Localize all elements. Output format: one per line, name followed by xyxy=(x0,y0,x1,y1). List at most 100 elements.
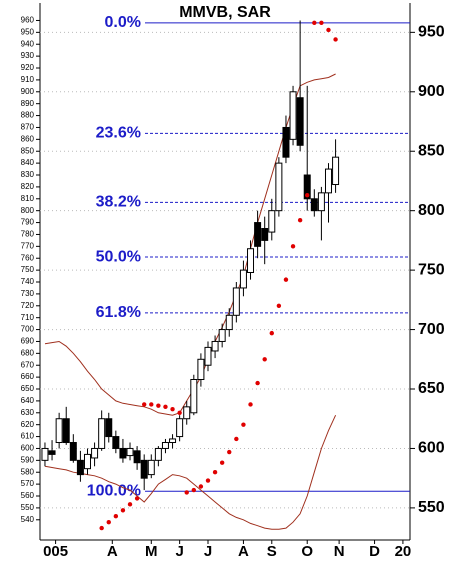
sar-dot xyxy=(149,402,154,407)
sar-dot xyxy=(212,470,218,475)
sar-dot xyxy=(184,490,189,495)
y2-tick-label: 950 xyxy=(418,24,445,41)
sar-dot xyxy=(170,407,175,412)
y-tick-label: 890 xyxy=(21,99,35,108)
candle-body xyxy=(218,329,226,342)
candle-body xyxy=(105,418,113,438)
y-tick-label: 620 xyxy=(21,420,35,429)
y-tick-label: 900 xyxy=(21,87,35,96)
candle-body xyxy=(133,450,141,464)
candle-body xyxy=(275,162,283,212)
sar-dot xyxy=(127,502,133,507)
sar-dot xyxy=(141,402,147,407)
candle-body xyxy=(83,453,91,470)
y2-tick-label: 650 xyxy=(418,380,445,397)
x-tick-label: 005 xyxy=(43,543,68,560)
x-tick-label: N xyxy=(334,543,345,560)
y-tick-label: 790 xyxy=(21,218,35,227)
sar-dot xyxy=(305,193,310,198)
y-tick-label: 630 xyxy=(21,408,35,417)
candle-body xyxy=(268,210,276,233)
y-tick-label: 810 xyxy=(21,194,35,203)
y2-tick-label: 550 xyxy=(418,499,445,516)
y-tick-label: 760 xyxy=(21,253,35,262)
x-tick-label: J xyxy=(175,543,183,560)
fib-label: 0.0% xyxy=(105,14,141,31)
fib-label: 50.0% xyxy=(96,248,141,265)
sar-dot xyxy=(312,20,317,26)
candle-body xyxy=(232,287,240,316)
fib-label: 100.0% xyxy=(87,482,141,499)
sar-dot xyxy=(241,422,246,427)
y-tick-label: 550 xyxy=(21,503,35,512)
candle-body xyxy=(183,406,191,420)
sar-dot xyxy=(269,330,274,336)
candle-body xyxy=(169,438,177,444)
y-tick-label: 770 xyxy=(21,241,35,250)
y2-tick-label: 900 xyxy=(418,83,445,100)
candle-body xyxy=(126,447,134,457)
sar-dot xyxy=(297,217,303,223)
sar-dot xyxy=(191,487,197,493)
candle-body xyxy=(197,358,205,380)
candle-body xyxy=(62,418,70,444)
band-line xyxy=(44,414,337,530)
y-tick-label: 650 xyxy=(21,384,35,393)
sar-dot xyxy=(333,37,338,42)
y-tick-label: 920 xyxy=(21,63,35,72)
candle-body xyxy=(303,174,311,200)
y-tick-label: 840 xyxy=(21,158,35,167)
x-tick-label: O xyxy=(301,543,313,560)
candle-body xyxy=(119,447,127,459)
sar-dot xyxy=(255,380,260,386)
y-tick-label: 600 xyxy=(21,444,35,453)
y-tick-label: 610 xyxy=(21,432,35,441)
y-tick-label: 580 xyxy=(21,467,35,476)
y2-tick-label: 700 xyxy=(418,321,445,338)
candle-body xyxy=(254,222,262,247)
x-tick-label: D xyxy=(369,543,380,560)
chart-title: MMVB, SAR xyxy=(179,4,271,21)
sar-dot xyxy=(248,402,253,407)
y-tick-label: 940 xyxy=(21,39,35,48)
sar-dot xyxy=(234,436,239,442)
y-tick-label: 860 xyxy=(21,134,35,143)
candle-body xyxy=(55,418,63,444)
candle-body xyxy=(161,442,169,449)
candle-body xyxy=(176,418,184,438)
candle-body xyxy=(204,346,212,366)
fib-label: 61.8% xyxy=(96,304,141,321)
sar-dot xyxy=(198,484,204,489)
fib-label: 38.2% xyxy=(96,194,141,211)
y-tick-label: 640 xyxy=(21,396,35,405)
y-tick-label: 700 xyxy=(21,325,35,334)
sar-dot xyxy=(106,519,111,525)
candle-body xyxy=(261,228,269,241)
fib-label: 23.6% xyxy=(96,125,141,142)
sar-dot xyxy=(290,244,296,249)
sar-dot xyxy=(227,449,232,455)
y-tick-label: 800 xyxy=(21,206,35,215)
y-tick-label: 690 xyxy=(21,337,35,346)
y-tick-label: 830 xyxy=(21,170,35,179)
y-tick-label: 910 xyxy=(21,75,35,84)
y-tick-label: 540 xyxy=(21,515,35,524)
candle-body xyxy=(76,459,84,476)
candle-body xyxy=(332,156,340,186)
y-tick-label: 950 xyxy=(21,27,35,36)
candle-body xyxy=(112,436,120,449)
y-tick-label: 590 xyxy=(21,455,35,464)
y-tick-label: 680 xyxy=(21,348,35,357)
sar-dot xyxy=(177,410,182,415)
sar-dot xyxy=(262,357,267,362)
candle-body xyxy=(317,192,325,212)
y2-tick-label: 800 xyxy=(418,202,445,219)
y-tick-label: 570 xyxy=(21,479,35,488)
y-tick-label: 660 xyxy=(21,372,35,381)
sar-dot xyxy=(319,20,324,26)
candle-body xyxy=(91,447,99,459)
x-tick-label: M xyxy=(145,543,158,560)
